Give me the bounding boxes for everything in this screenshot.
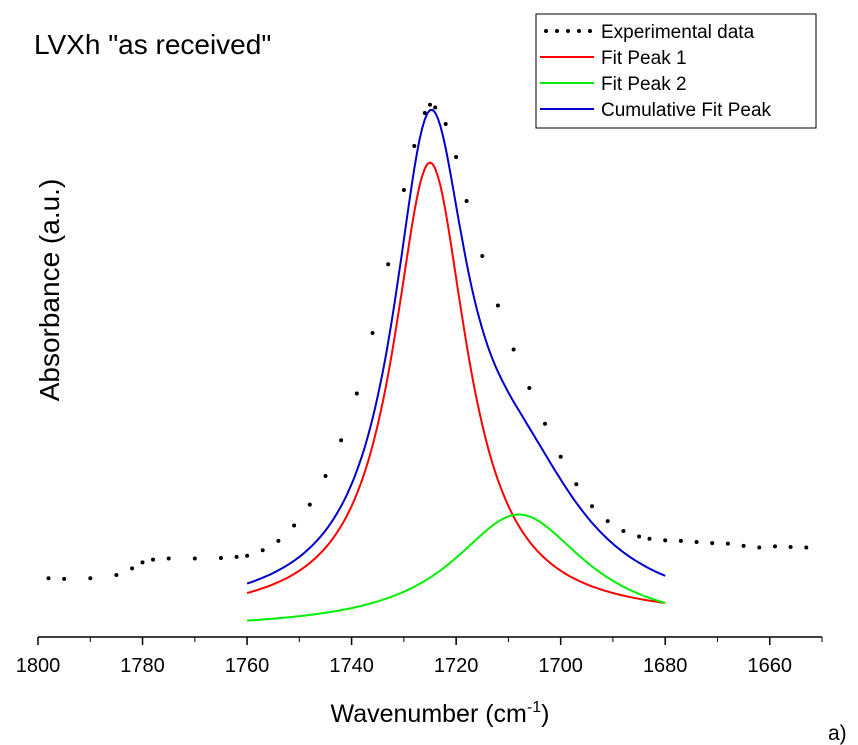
x-axis-ticks: 1800 1780 1760 1740 1720 1700 1680 1660: [16, 637, 823, 677]
experimental-data-point: [260, 548, 265, 553]
experimental-data-point: [725, 541, 730, 546]
experimental-data-point: [511, 347, 516, 352]
experimental-data-point: [558, 454, 563, 459]
experimental-data-point: [234, 554, 239, 559]
cumulative-fit-peak-line: [246, 108, 666, 585]
chart-title: LVXh "as received": [34, 29, 271, 60]
experimental-data-point: [757, 545, 762, 550]
experimental-data-point: [788, 545, 793, 549]
experimental-data-point: [621, 529, 626, 533]
experimental-data-point: [307, 502, 312, 507]
x-tick-label-1720: 1720: [434, 655, 479, 677]
legend-label-fit-peak-1: Fit Peak 1: [601, 48, 687, 69]
experimental-data-point: [114, 573, 119, 577]
x-tick-label-1660: 1660: [747, 655, 792, 677]
experimental-data-point: [166, 556, 171, 561]
experimental-data-point: [464, 199, 469, 203]
experimental-data-point: [339, 438, 344, 443]
experimental-data-point: [495, 303, 500, 308]
plot-area: [46, 102, 809, 622]
legend-items: Experimental data Fit Peak 1 Fit Peak 2 Cum…: [540, 22, 772, 121]
x-tick-label-1780: 1780: [120, 655, 165, 677]
x-axis-label-superscript: -1: [527, 699, 541, 716]
experimental-data-point: [386, 262, 391, 267]
fit-peak-1-line: [246, 161, 666, 604]
experimental-data-point: [574, 482, 579, 487]
experimental-data-point: [130, 566, 135, 571]
experimental-data-point: [354, 391, 359, 396]
experimental-data-point: [292, 523, 297, 528]
legend-label-experimental-data: Experimental data: [601, 22, 755, 43]
experimental-data-point: [276, 538, 281, 543]
y-axis-label: Absorbance (a.u.): [34, 179, 65, 402]
legend-swatch-experimental-data: [566, 29, 570, 33]
experimental-data-point: [245, 553, 250, 558]
experimental-data-point: [140, 560, 145, 565]
experimental-data-point: [370, 331, 375, 335]
experimental-data-point: [401, 188, 406, 192]
experimental-data-point: [88, 576, 93, 581]
experimental-data-point: [741, 543, 746, 548]
legend-swatch-experimental-data: [577, 29, 581, 33]
x-axis-label-main: Wavenumber (cm: [331, 700, 527, 728]
experimental-data-point: [151, 557, 155, 562]
experimental-data-point: [678, 538, 683, 543]
panel-label: a): [828, 722, 847, 745]
x-tick-label-1740: 1740: [329, 655, 374, 677]
x-tick-label-1700: 1700: [538, 655, 583, 677]
experimental-data-point: [192, 556, 197, 561]
experimental-data-point: [412, 144, 417, 148]
experimental-data-point: [710, 541, 715, 546]
x-axis-label: Wavenumber (cm-1): [331, 699, 550, 728]
experimental-data-point: [454, 155, 459, 159]
experimental-data-point: [62, 576, 67, 581]
experimental-data-point: [323, 474, 328, 478]
x-tick-label-1800: 1800: [16, 655, 61, 677]
experimental-data-point: [428, 102, 432, 107]
legend-swatch-experimental-data: [544, 29, 548, 33]
legend: Experimental data Fit Peak 1 Fit Peak 2 Cum…: [535, 13, 817, 129]
experimental-data-point: [218, 556, 223, 560]
legend-swatch-experimental-data: [555, 29, 559, 33]
experimental-data-point: [663, 538, 668, 543]
legend-label-fit-peak-2: Fit Peak 2: [601, 74, 687, 95]
x-axis-label-close: ): [541, 700, 549, 728]
experimental-data-point: [527, 386, 532, 390]
experimental-data-point: [647, 536, 652, 541]
legend-label-cumulative-fit-peak: Cumulative Fit Peak: [601, 100, 772, 121]
experimental-data-point: [637, 534, 642, 539]
x-tick-label-1760: 1760: [225, 655, 270, 677]
experimental-data-point: [694, 540, 699, 544]
experimental-data-point: [480, 254, 485, 258]
legend-swatch-experimental-data: [588, 29, 592, 33]
experimental-data-point: [422, 111, 427, 115]
experimental-data-point: [443, 122, 448, 126]
x-tick-label-1680: 1680: [643, 655, 688, 677]
experimental-data-point: [773, 544, 777, 549]
experimental-data-point: [46, 576, 51, 581]
series-layer: [46, 102, 809, 622]
experimental-data-point: [433, 105, 438, 110]
experimental-data-point: [605, 519, 610, 524]
fit-peak-2-line: [247, 513, 666, 622]
experimental-data-point: [590, 504, 594, 509]
experimental-data-point: [804, 545, 809, 550]
experimental-data-point: [543, 421, 547, 426]
